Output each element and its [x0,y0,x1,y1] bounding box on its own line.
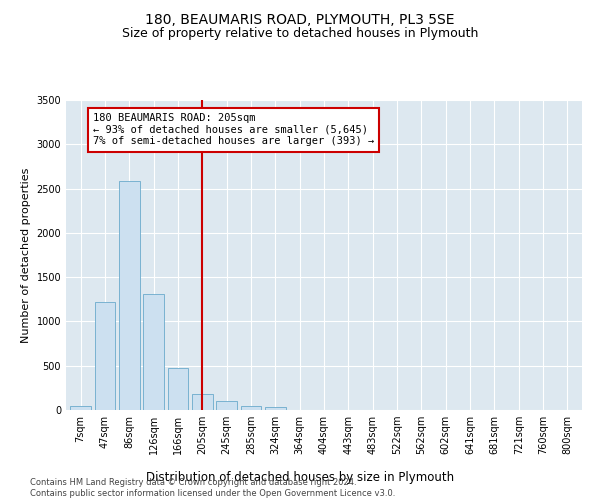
Text: 180 BEAUMARIS ROAD: 205sqm
← 93% of detached houses are smaller (5,645)
7% of se: 180 BEAUMARIS ROAD: 205sqm ← 93% of deta… [93,114,374,146]
Bar [265,408,286,410]
Bar [70,406,91,410]
Text: 180, BEAUMARIS ROAD, PLYMOUTH, PL3 5SE: 180, BEAUMARIS ROAD, PLYMOUTH, PL3 5SE [145,12,455,26]
Bar [192,394,212,410]
Y-axis label: Number of detached properties: Number of detached properties [21,168,31,342]
Bar [95,302,115,410]
Bar [119,182,140,410]
Bar [241,406,262,410]
Text: Size of property relative to detached houses in Plymouth: Size of property relative to detached ho… [122,28,478,40]
Bar [167,368,188,410]
Text: Contains HM Land Registry data © Crown copyright and database right 2024.
Contai: Contains HM Land Registry data © Crown c… [30,478,395,498]
Bar [143,294,164,410]
Bar [216,401,237,410]
Text: Distribution of detached houses by size in Plymouth: Distribution of detached houses by size … [146,471,454,484]
